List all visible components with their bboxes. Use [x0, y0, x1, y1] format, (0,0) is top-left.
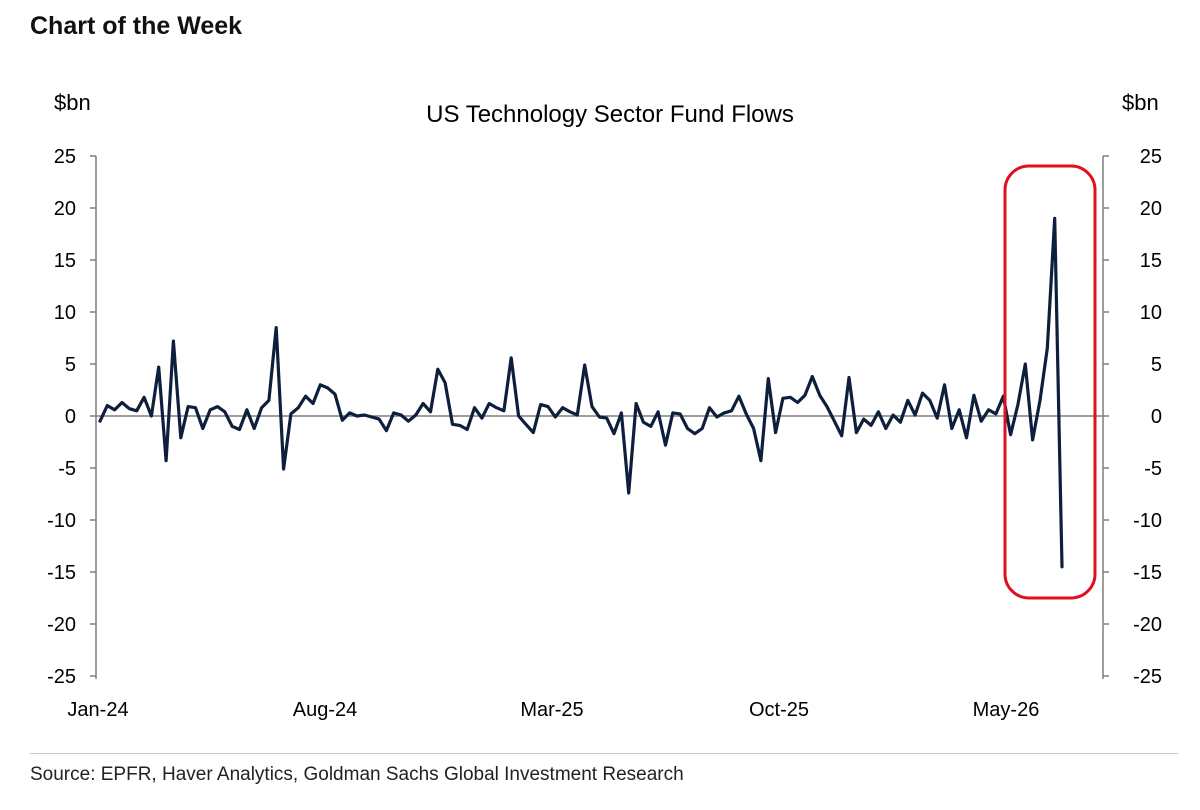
right-tick-label: -20 — [1133, 614, 1162, 636]
left-tick-label: -10 — [47, 510, 76, 532]
x-tick-label: Jan-24 — [67, 699, 128, 721]
left-tick-label: -5 — [58, 458, 76, 480]
left-tick-label: 25 — [54, 146, 76, 168]
highlight-box — [1003, 164, 1097, 600]
left-tick-label: 0 — [65, 406, 76, 428]
left-tick-label: 5 — [65, 354, 76, 376]
right-tick-label: 0 — [1151, 406, 1162, 428]
right-tick-label: -15 — [1133, 562, 1162, 584]
left-axis-ticks: 25 20 15 10 5 0 -5 -10 -15 -20 -25 — [47, 146, 96, 688]
left-tick-label: 15 — [54, 250, 76, 272]
series-line — [98, 216, 1064, 569]
x-axis-ticks: Jan-24 Aug-24 Mar-25 Oct-25 May-26 — [67, 699, 1039, 721]
right-axis-unit: $bn — [1122, 90, 1159, 115]
series-layer — [98, 216, 1064, 569]
right-tick-label: 10 — [1140, 302, 1162, 324]
x-tick-label: Aug-24 — [293, 699, 358, 721]
fund-flows-chart: $bn $bn US Technology Sector Fund Flows … — [47, 90, 1162, 721]
chart-title: US Technology Sector Fund Flows — [426, 101, 794, 128]
right-axis-ticks: 25 20 15 10 5 0 -5 -10 -15 -20 -25 — [1103, 146, 1162, 688]
left-tick-label: -25 — [47, 666, 76, 688]
right-tick-label: 15 — [1140, 250, 1162, 272]
right-tick-label: -25 — [1133, 666, 1162, 688]
highlight-layer — [1003, 164, 1097, 600]
x-tick-label: Mar-25 — [520, 699, 583, 721]
footer-divider — [30, 753, 1178, 754]
left-axis-unit: $bn — [54, 90, 91, 115]
left-tick-label: -20 — [47, 614, 76, 636]
right-tick-label: -5 — [1144, 458, 1162, 480]
page-heading: Chart of the Week — [30, 12, 243, 40]
right-tick-label: -10 — [1133, 510, 1162, 532]
right-tick-label: 5 — [1151, 354, 1162, 376]
x-tick-label: May-26 — [973, 699, 1040, 721]
left-tick-label: 20 — [54, 198, 76, 220]
x-tick-label: Oct-25 — [749, 699, 809, 721]
left-tick-label: -15 — [47, 562, 76, 584]
right-tick-label: 25 — [1140, 146, 1162, 168]
right-tick-label: 20 — [1140, 198, 1162, 220]
left-tick-label: 10 — [54, 302, 76, 324]
source-note: Source: EPFR, Haver Analytics, Goldman S… — [30, 764, 684, 785]
